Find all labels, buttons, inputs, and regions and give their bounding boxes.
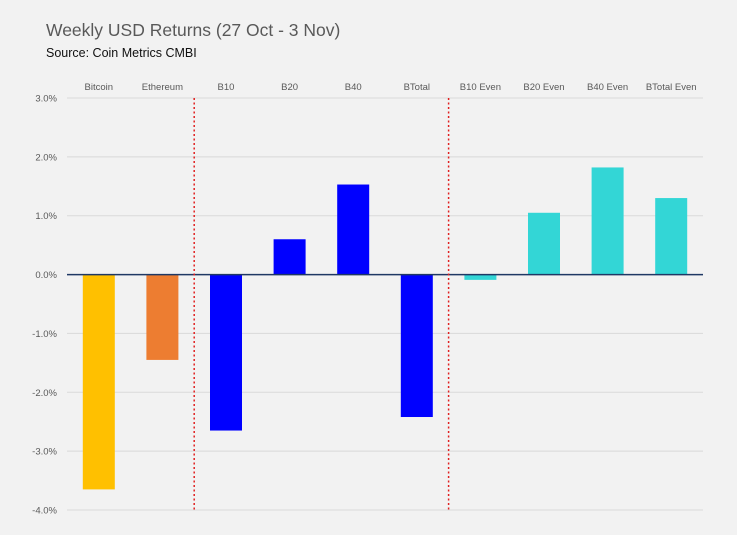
category-label: B20 Even [523, 82, 564, 93]
y-tick-label: 2.0% [35, 152, 57, 163]
y-tick-label: 0.0% [35, 270, 57, 281]
y-tick-label: -3.0% [32, 447, 57, 458]
y-tick-label: 3.0% [35, 94, 57, 105]
bar-btotal-even [655, 198, 688, 275]
bar-btotal [400, 274, 433, 418]
y-tick-label: -1.0% [32, 329, 57, 340]
category-label: B40 Even [587, 82, 628, 93]
y-tick-label: -2.0% [32, 388, 57, 399]
bar-b40 [337, 184, 370, 275]
y-tick-label: 1.0% [35, 211, 57, 222]
bar-ethereum [146, 274, 179, 360]
category-label: B40 [345, 82, 362, 93]
chart-subtitle: Source: Coin Metrics CMBI [46, 46, 197, 60]
category-label: Ethereum [142, 82, 183, 93]
category-label: BTotal Even [646, 82, 697, 93]
bar-b40-even [591, 167, 624, 275]
category-label: BTotal [404, 82, 430, 93]
category-label: B10 Even [460, 82, 501, 93]
bar-bitcoin [82, 274, 115, 490]
category-label: B20 [281, 82, 298, 93]
bar-b10-even [464, 274, 497, 280]
category-label: Bitcoin [85, 82, 114, 93]
chart-title: Weekly USD Returns (27 Oct - 3 Nov) [46, 20, 341, 40]
bar-b20 [273, 239, 306, 275]
bar-b10 [210, 274, 242, 431]
y-tick-label: -4.0% [32, 506, 57, 517]
bar-b20-even [528, 212, 560, 275]
category-label: B10 [218, 82, 235, 93]
